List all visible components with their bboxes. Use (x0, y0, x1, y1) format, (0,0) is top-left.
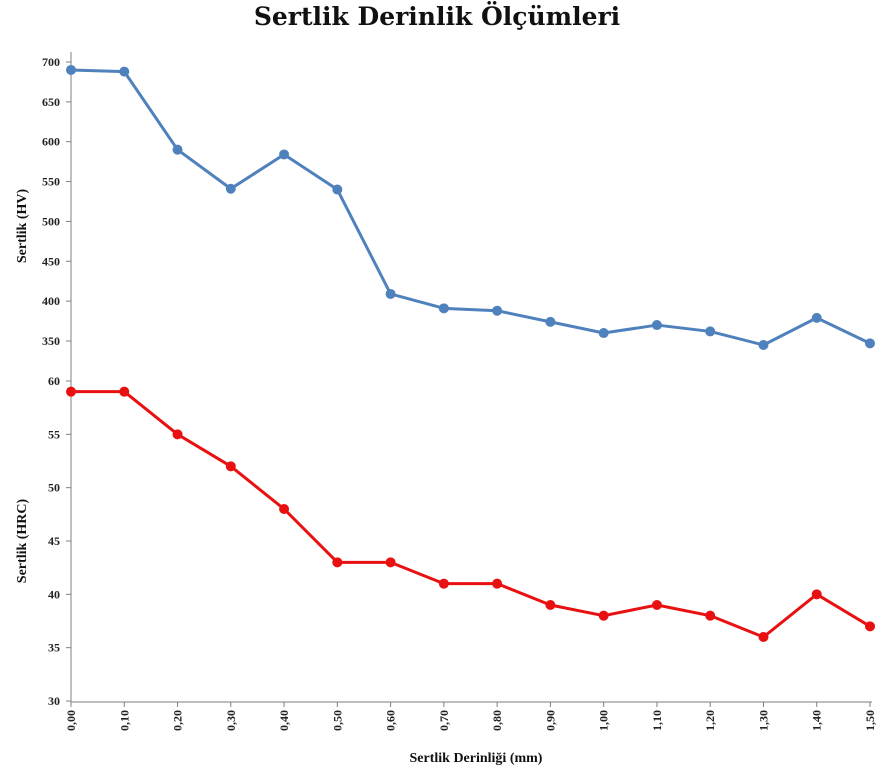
data-point (865, 338, 875, 349)
series-group (66, 64, 875, 642)
data-point (705, 326, 716, 337)
x-tick-label: 1,20 (703, 710, 717, 731)
chart-title: Sertlik Derinlik Ölçümleri (254, 2, 620, 31)
y-tick-label: 550 (42, 175, 60, 189)
x-tick-label: 0,70 (437, 710, 451, 731)
data-point (66, 64, 76, 75)
y-axis-label-hv: Sertlik (HV) (15, 189, 30, 264)
y-ticks: 350 400 450 500 550 600 650 700 30 35 40 45 50 55 60 (42, 55, 71, 708)
y-tick-label: 35 (48, 641, 60, 655)
data-point (385, 288, 396, 299)
y-tick-label: 500 (42, 214, 60, 228)
data-point (598, 610, 609, 621)
data-point (438, 303, 449, 314)
data-point (545, 600, 556, 610)
data-point (865, 621, 875, 632)
y-axis-label-hrc: Sertlik (HRC) (15, 498, 30, 583)
y-tick-label: 60 (48, 374, 60, 388)
data-point (279, 149, 290, 160)
data-point (279, 504, 290, 514)
data-point (811, 589, 822, 600)
y-tick-label: 600 (42, 135, 60, 149)
y-tick-label: 700 (42, 55, 60, 69)
data-point (438, 578, 449, 589)
data-point (492, 578, 503, 589)
series-line-0 (69, 68, 872, 347)
data-point (225, 461, 236, 472)
data-point (119, 386, 130, 397)
data-point (172, 429, 183, 440)
data-point (225, 183, 236, 194)
data-point (705, 610, 716, 621)
y-tick-label: 400 (42, 294, 60, 308)
y-tick-label: 40 (48, 587, 60, 601)
x-tick-label: 1,50 (863, 710, 877, 731)
x-tick-label: 0,40 (277, 710, 291, 731)
y-tick-label: 55 (48, 427, 60, 441)
x-tick-label: 0,60 (384, 710, 398, 731)
data-point (332, 184, 343, 195)
y-tick-label: 650 (42, 95, 60, 109)
data-point (545, 316, 556, 327)
x-ticks: 0,00 0,10 0,20 0,30 0,40 0,50 0,60 0,70 0,80 0,90… (64, 702, 877, 731)
data-point (758, 339, 769, 350)
y-tick-label: 30 (48, 694, 60, 708)
data-point (119, 66, 130, 77)
x-tick-label: 1,10 (650, 710, 664, 731)
y-tick-label: 350 (42, 334, 60, 348)
x-tick-label: 1,30 (756, 710, 770, 731)
x-axis-label: Sertlik Derinliği (mm) (410, 751, 543, 766)
data-point (66, 386, 76, 397)
y-tick-label: 45 (48, 534, 60, 548)
y-tick-label: 50 (48, 481, 60, 495)
x-tick-label: 0,30 (224, 710, 238, 731)
data-point (598, 328, 609, 339)
data-point (758, 632, 769, 642)
data-point (172, 144, 183, 155)
data-point (492, 305, 503, 316)
x-tick-label: 1,40 (810, 710, 824, 731)
x-tick-label: 0,10 (117, 710, 131, 731)
x-tick-label: 0,90 (543, 710, 557, 731)
data-point (651, 320, 662, 331)
y-tick-label: 450 (42, 254, 60, 268)
x-tick-label: 0,50 (330, 710, 344, 731)
x-tick-label: 1,00 (597, 710, 611, 731)
data-point (651, 600, 662, 610)
data-point (385, 557, 396, 568)
series-line-1 (69, 390, 872, 639)
x-tick-label: 0,20 (171, 710, 185, 731)
data-point (811, 312, 822, 323)
x-tick-label: 0,80 (490, 710, 504, 731)
x-tick-label: 0,00 (64, 710, 78, 731)
data-point (332, 557, 343, 568)
